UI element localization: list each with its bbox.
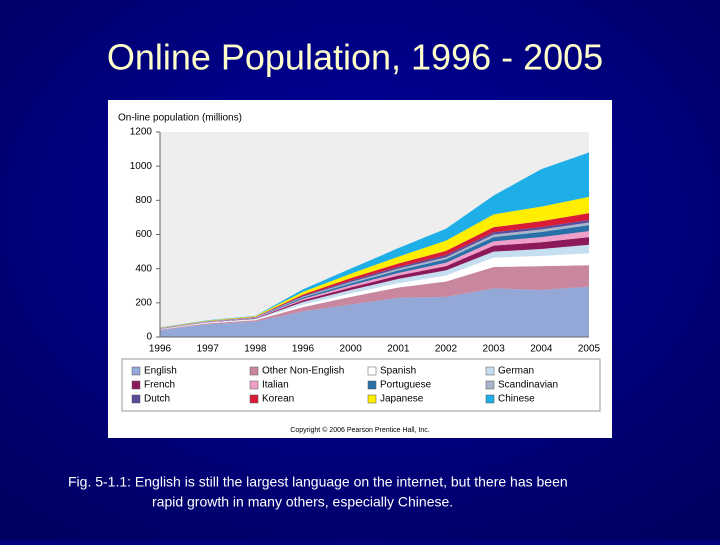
legend-label: Portuguese: [380, 380, 432, 391]
caption-line: rapid growth in many others, especially …: [152, 494, 453, 510]
x-tick-label: 1996: [292, 344, 315, 355]
plot: 0 200 400 600 800 1000 1200 1996 1997 1998 1996 200…: [130, 127, 601, 405]
legend-swatch: [249, 380, 259, 390]
area: [160, 286, 589, 337]
x-tick-label: 2003: [483, 344, 506, 355]
x-tick-label: 1996: [149, 344, 172, 355]
area: [160, 244, 589, 330]
y-axis-label: On-line population (millions): [118, 113, 242, 124]
area: [160, 152, 589, 328]
legend-label: German: [498, 366, 534, 377]
legend-swatch: [131, 394, 141, 404]
x-tick-label: 2002: [435, 344, 458, 355]
legend-swatch: [485, 394, 495, 404]
legend-swatch: [249, 394, 259, 404]
legend-swatch: [485, 366, 495, 376]
legend-swatch: [131, 366, 141, 376]
caption-line: Fig. 5-1.1: English is still the largest…: [68, 474, 568, 490]
legend-label: French: [144, 380, 175, 391]
legend-swatch: [367, 380, 377, 390]
area: [160, 253, 589, 330]
area: [160, 237, 589, 329]
legend-label: Other Non-English: [262, 366, 344, 377]
slide-title: Online Population, 1996 - 2005: [107, 37, 603, 78]
y-tick-label: 600: [135, 229, 152, 240]
y-tick-label: 1200: [130, 127, 153, 138]
x-tick-label: 1997: [197, 344, 220, 355]
y-tick-label: 400: [135, 263, 152, 274]
area: [160, 231, 589, 329]
legend-label: Scandinavian: [498, 380, 558, 391]
legend-label: Dutch: [144, 394, 170, 405]
area: [160, 213, 589, 329]
legend-label: English: [144, 366, 177, 377]
area: [160, 222, 589, 329]
legend-box: [121, 358, 601, 412]
area: [160, 219, 589, 329]
legend-swatch: [485, 380, 495, 390]
y-tick-label: 0: [146, 332, 152, 343]
legend-label: Spanish: [380, 366, 416, 377]
y-tick-label: 800: [135, 195, 152, 206]
legend-label: Japanese: [380, 394, 424, 405]
x-tick-label: 2004: [530, 344, 553, 355]
legend-swatch: [367, 394, 377, 404]
x-tick-label: 1998: [244, 344, 267, 355]
x-tick-label: 2000: [340, 344, 363, 355]
x-tick-label: 2001: [387, 344, 410, 355]
x-tick-label: 2005: [578, 344, 601, 355]
area: [160, 196, 589, 328]
legend-swatch: [131, 380, 141, 390]
y-tick-label: 200: [135, 297, 152, 308]
area: [160, 265, 589, 331]
legend-label: Chinese: [498, 394, 535, 405]
legend-swatch: [249, 366, 259, 376]
copyright: Copyright © 2006 Pearson Prentice Hall, …: [290, 426, 429, 434]
y-tick-label: 1000: [130, 161, 153, 172]
legend-label: Italian: [262, 380, 289, 391]
legend-label: Korean: [262, 394, 294, 405]
legend-swatch: [367, 366, 377, 376]
